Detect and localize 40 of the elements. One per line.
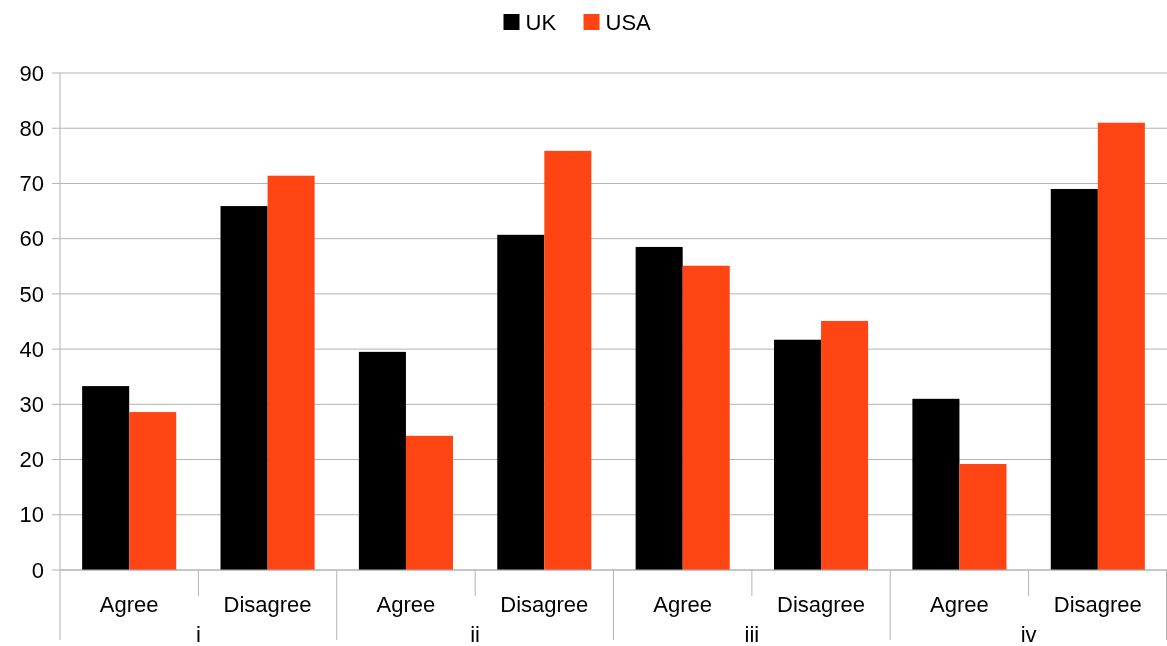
y-tick-label: 70	[19, 171, 44, 197]
bar	[358, 351, 406, 570]
x-tick-label: Disagree	[500, 592, 589, 617]
x-tick-label: Disagree	[777, 592, 866, 617]
bar	[220, 206, 268, 570]
text: iv	[1020, 622, 1037, 646]
bar	[682, 265, 730, 570]
bar	[821, 320, 869, 570]
y-tick-label: 30	[19, 392, 44, 418]
x-tick-label: Disagree	[223, 592, 312, 617]
bar	[82, 386, 130, 570]
bar	[497, 234, 545, 570]
legend-label: USA	[605, 9, 652, 35]
bar	[774, 339, 822, 570]
x-tick-label: Agree	[376, 592, 436, 617]
text: iii	[744, 622, 760, 646]
y-tick-label: 60	[19, 226, 44, 252]
x-tick-label: Disagree	[1053, 592, 1142, 617]
bar	[1097, 122, 1145, 570]
legend-label: UK	[525, 9, 557, 35]
x-tick-label: Agree	[653, 592, 713, 617]
y-tick-label: 50	[19, 281, 44, 307]
y-tick-label: 0	[31, 557, 44, 583]
y-tick-label: 10	[19, 502, 44, 528]
x-tick-label: Agree	[930, 592, 989, 617]
text: i	[195, 622, 201, 646]
bar	[267, 175, 315, 570]
bar	[1050, 188, 1098, 570]
bar	[129, 412, 177, 570]
y-tick-label: 20	[19, 447, 44, 473]
y-tick-label: 90	[19, 60, 44, 86]
bar	[405, 435, 453, 570]
y-tick-label: 80	[19, 115, 44, 141]
bar	[959, 463, 1007, 570]
x-tick-label: Agree	[99, 592, 159, 617]
bar	[912, 398, 960, 570]
y-tick-label: 40	[19, 336, 44, 362]
bar	[635, 246, 683, 570]
text: ii	[470, 622, 481, 646]
bar	[544, 150, 592, 570]
